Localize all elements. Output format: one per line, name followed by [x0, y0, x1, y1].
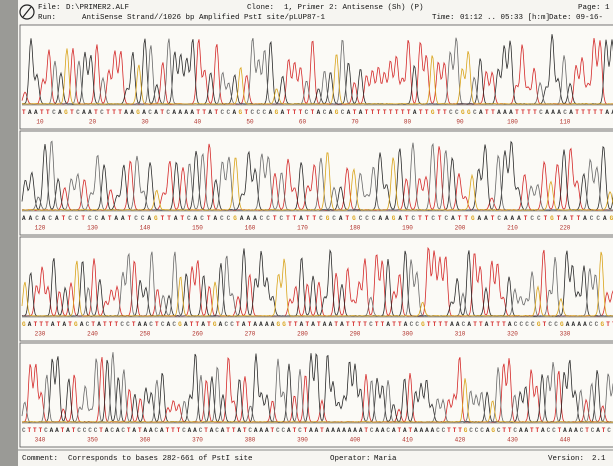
position-label: 270: [245, 331, 256, 338]
position-label: 220: [560, 225, 571, 232]
position-label: 150: [192, 225, 203, 232]
label: Clone:: [247, 4, 274, 12]
value: 1: [605, 4, 610, 12]
trace: [21, 378, 613, 423]
label: Page:: [578, 4, 601, 12]
position-label: 120: [35, 225, 46, 232]
label: Version:: [548, 455, 584, 463]
position-label: 90: [456, 119, 464, 126]
position-label: 410: [402, 437, 413, 444]
position-label: 310: [455, 331, 466, 338]
position-label: 290: [350, 331, 361, 338]
value: 09-16-: [576, 14, 603, 22]
panel-frame: [19, 342, 613, 448]
trace: [21, 152, 613, 211]
position-label: 80: [404, 119, 412, 126]
value: 01:12 .. 05:33 [h:m]: [460, 14, 550, 22]
position-label: 10: [36, 119, 44, 126]
position-label: 260: [192, 331, 203, 338]
logo: [19, 4, 35, 20]
position-label: 420: [455, 437, 466, 444]
position-label: 70: [351, 119, 359, 126]
panel-frame: [19, 24, 613, 130]
logo: [22, 6, 32, 18]
label: Comment:: [22, 455, 58, 463]
position-label: 430: [507, 437, 518, 444]
label: Date:: [549, 14, 572, 22]
position-label: 250: [140, 331, 151, 338]
position-label: 280: [297, 331, 308, 338]
position-label: 330: [560, 331, 571, 338]
label: Operator:: [330, 455, 371, 463]
position-label: 370: [192, 437, 203, 444]
position-label: 400: [350, 437, 361, 444]
position-label: 440: [560, 437, 571, 444]
position-label: 360: [140, 437, 151, 444]
position-label: 180: [350, 225, 361, 232]
position-label: 110: [560, 119, 571, 126]
position-label: 300: [402, 331, 413, 338]
position-label: 170: [297, 225, 308, 232]
position-label: 200: [455, 225, 466, 232]
left-margin: [0, 0, 18, 466]
position-label: 100: [507, 119, 518, 126]
position-label: 390: [297, 437, 308, 444]
value: 2.1: [592, 455, 606, 463]
position-label: 230: [35, 331, 46, 338]
value: Maria: [374, 455, 397, 463]
panel-frame: [19, 236, 613, 342]
position-label: 20: [89, 119, 97, 126]
label: Time:: [432, 14, 455, 22]
label: File:: [38, 4, 61, 12]
position-label: 240: [87, 331, 98, 338]
position-label: 340: [35, 437, 46, 444]
value: AntiSense Strand//1026 bp Amplified PstI…: [82, 14, 326, 22]
position-label: 130: [87, 225, 98, 232]
position-label: 210: [507, 225, 518, 232]
trace: [21, 251, 613, 317]
position-label: 140: [140, 225, 151, 232]
value: D:\PRIMER2.ALF: [66, 4, 129, 12]
label: Run:: [38, 14, 56, 22]
value: Corresponds to bases 282-661 of PstI sit…: [68, 455, 253, 463]
value: 1, Primer 2: Antisense (Sh) (P): [284, 4, 424, 12]
position-label: 320: [507, 331, 518, 338]
position-label: 350: [87, 437, 98, 444]
position-label: 40: [194, 119, 202, 126]
position-label: 30: [141, 119, 149, 126]
trace: [21, 48, 613, 105]
position-label: 50: [246, 119, 254, 126]
position-label: 60: [299, 119, 307, 126]
position-label: 160: [245, 225, 256, 232]
position-label: 190: [402, 225, 413, 232]
position-label: 380: [245, 437, 256, 444]
